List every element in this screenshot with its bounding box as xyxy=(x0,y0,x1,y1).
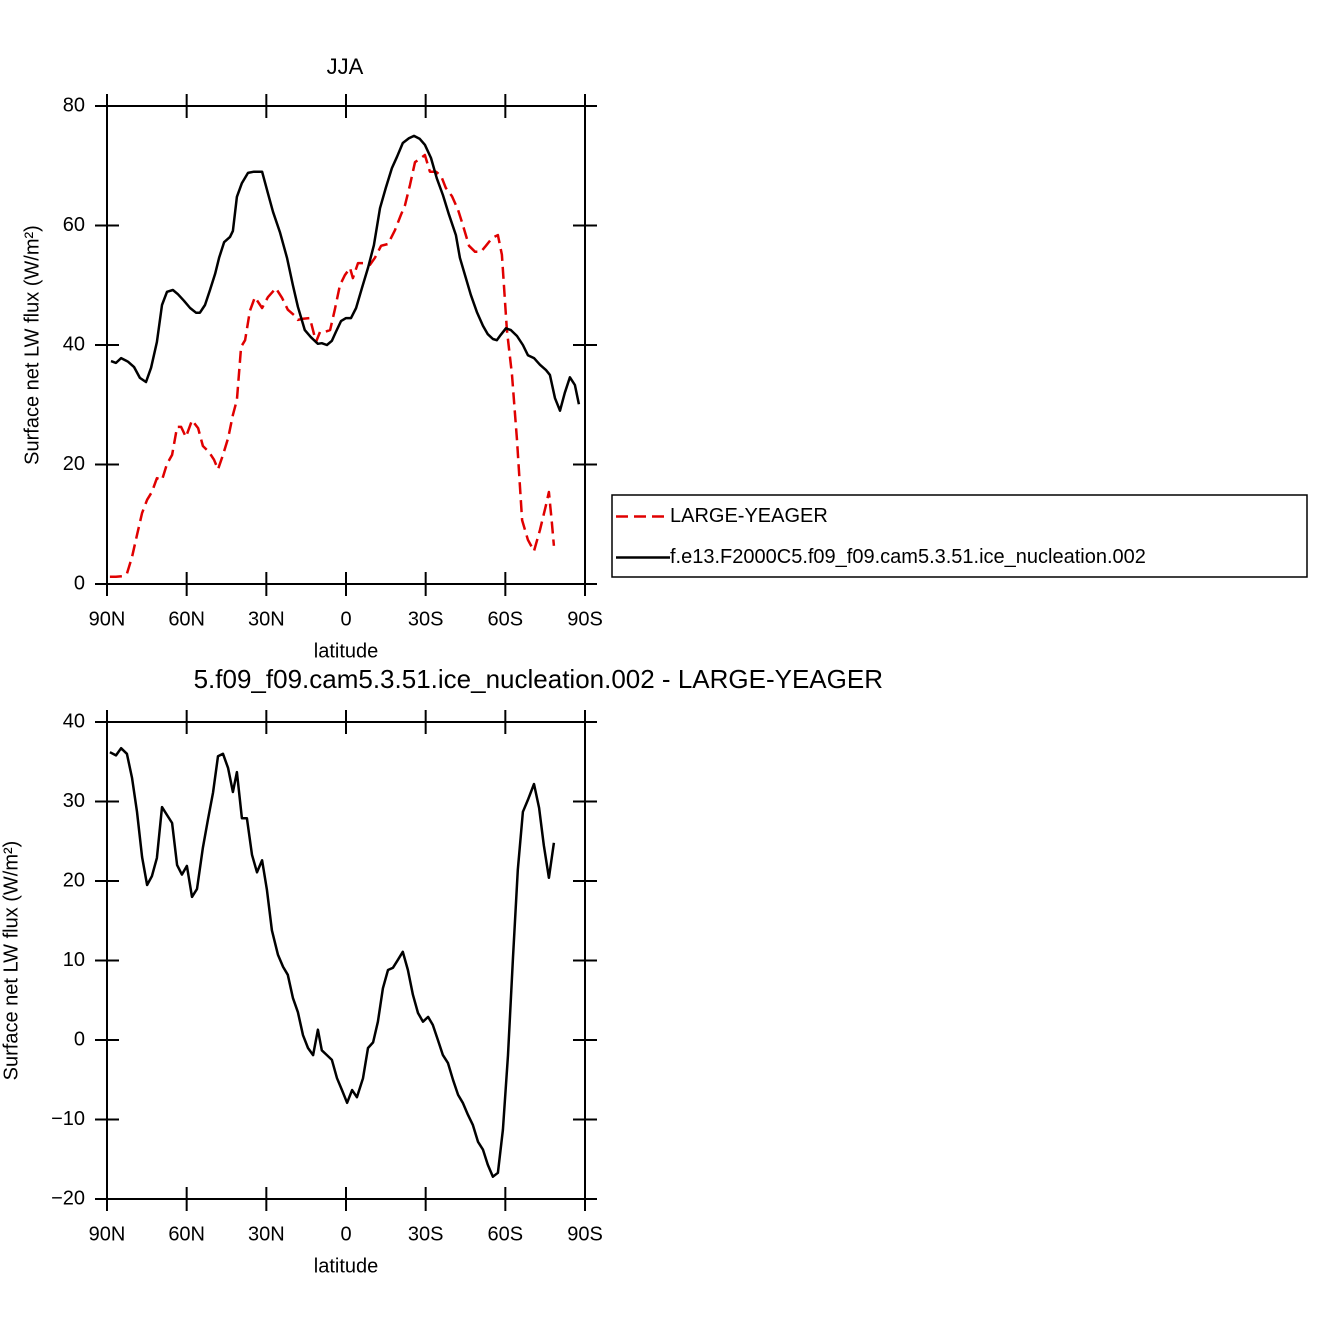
y-tick-label: 30 xyxy=(63,790,85,812)
y-tick-label: 20 xyxy=(63,869,85,891)
x-axis-label: latitude xyxy=(314,1255,379,1277)
y-tick-label: 0 xyxy=(74,572,85,594)
y-tick-label: 40 xyxy=(63,710,85,732)
y-tick-label: 80 xyxy=(63,94,85,116)
x-tick-label: 30S xyxy=(408,1223,444,1245)
legend-box xyxy=(611,494,1308,578)
x-tick-label: 90N xyxy=(89,608,126,630)
y-tick-label: 60 xyxy=(63,214,85,236)
x-tick-label: 90S xyxy=(567,608,603,630)
y-axis-label: Surface net LW flux (W/m²) xyxy=(21,225,43,465)
y-tick-label: −20 xyxy=(51,1187,85,1209)
legend: LARGE-YEAGER f.e13.F2000C5.f09_f09.cam5.3… xyxy=(611,494,1308,578)
series-line xyxy=(109,153,556,579)
y-tick-label: 40 xyxy=(63,333,85,355)
y-tick-label: 10 xyxy=(63,949,85,971)
series-line xyxy=(109,746,556,1178)
x-tick-label: 30N xyxy=(248,1223,285,1245)
y-tick-label: −10 xyxy=(51,1108,85,1130)
x-axis-label: latitude xyxy=(314,640,379,662)
x-tick-label: 0 xyxy=(340,1223,351,1245)
chart-title: JJA xyxy=(327,54,364,79)
y-tick-label: 0 xyxy=(74,1028,85,1050)
chart-title: 5.f09_f09.cam5.3.51.ice_nucleation.002 -… xyxy=(194,664,883,694)
legend-label: LARGE-YEAGER xyxy=(670,505,828,527)
legend-label: f.e13.F2000C5.f09_f09.cam5.3.51.ice_nucl… xyxy=(670,546,1146,568)
x-tick-label: 90S xyxy=(567,1223,603,1245)
x-tick-label: 0 xyxy=(340,608,351,630)
series-line xyxy=(110,134,581,412)
panel: JJA latitude Surface net LW flux (W/m²) 0 20… xyxy=(21,54,1308,662)
x-tick-label: 60S xyxy=(488,1223,524,1245)
x-tick-label: 60N xyxy=(168,1223,205,1245)
panel: 5.f09_f09.cam5.3.51.ice_nucleation.002 -… xyxy=(0,664,883,1277)
x-tick-label: 30N xyxy=(248,608,285,630)
x-tick-label: 60N xyxy=(168,608,205,630)
x-tick-label: 30S xyxy=(408,608,444,630)
plot-frame xyxy=(106,105,586,585)
x-tick-label: 60S xyxy=(488,608,524,630)
y-axis-label: Surface net LW flux (W/m²) xyxy=(0,841,22,1081)
x-tick-label: 90N xyxy=(89,1223,126,1245)
y-tick-label: 20 xyxy=(63,453,85,475)
